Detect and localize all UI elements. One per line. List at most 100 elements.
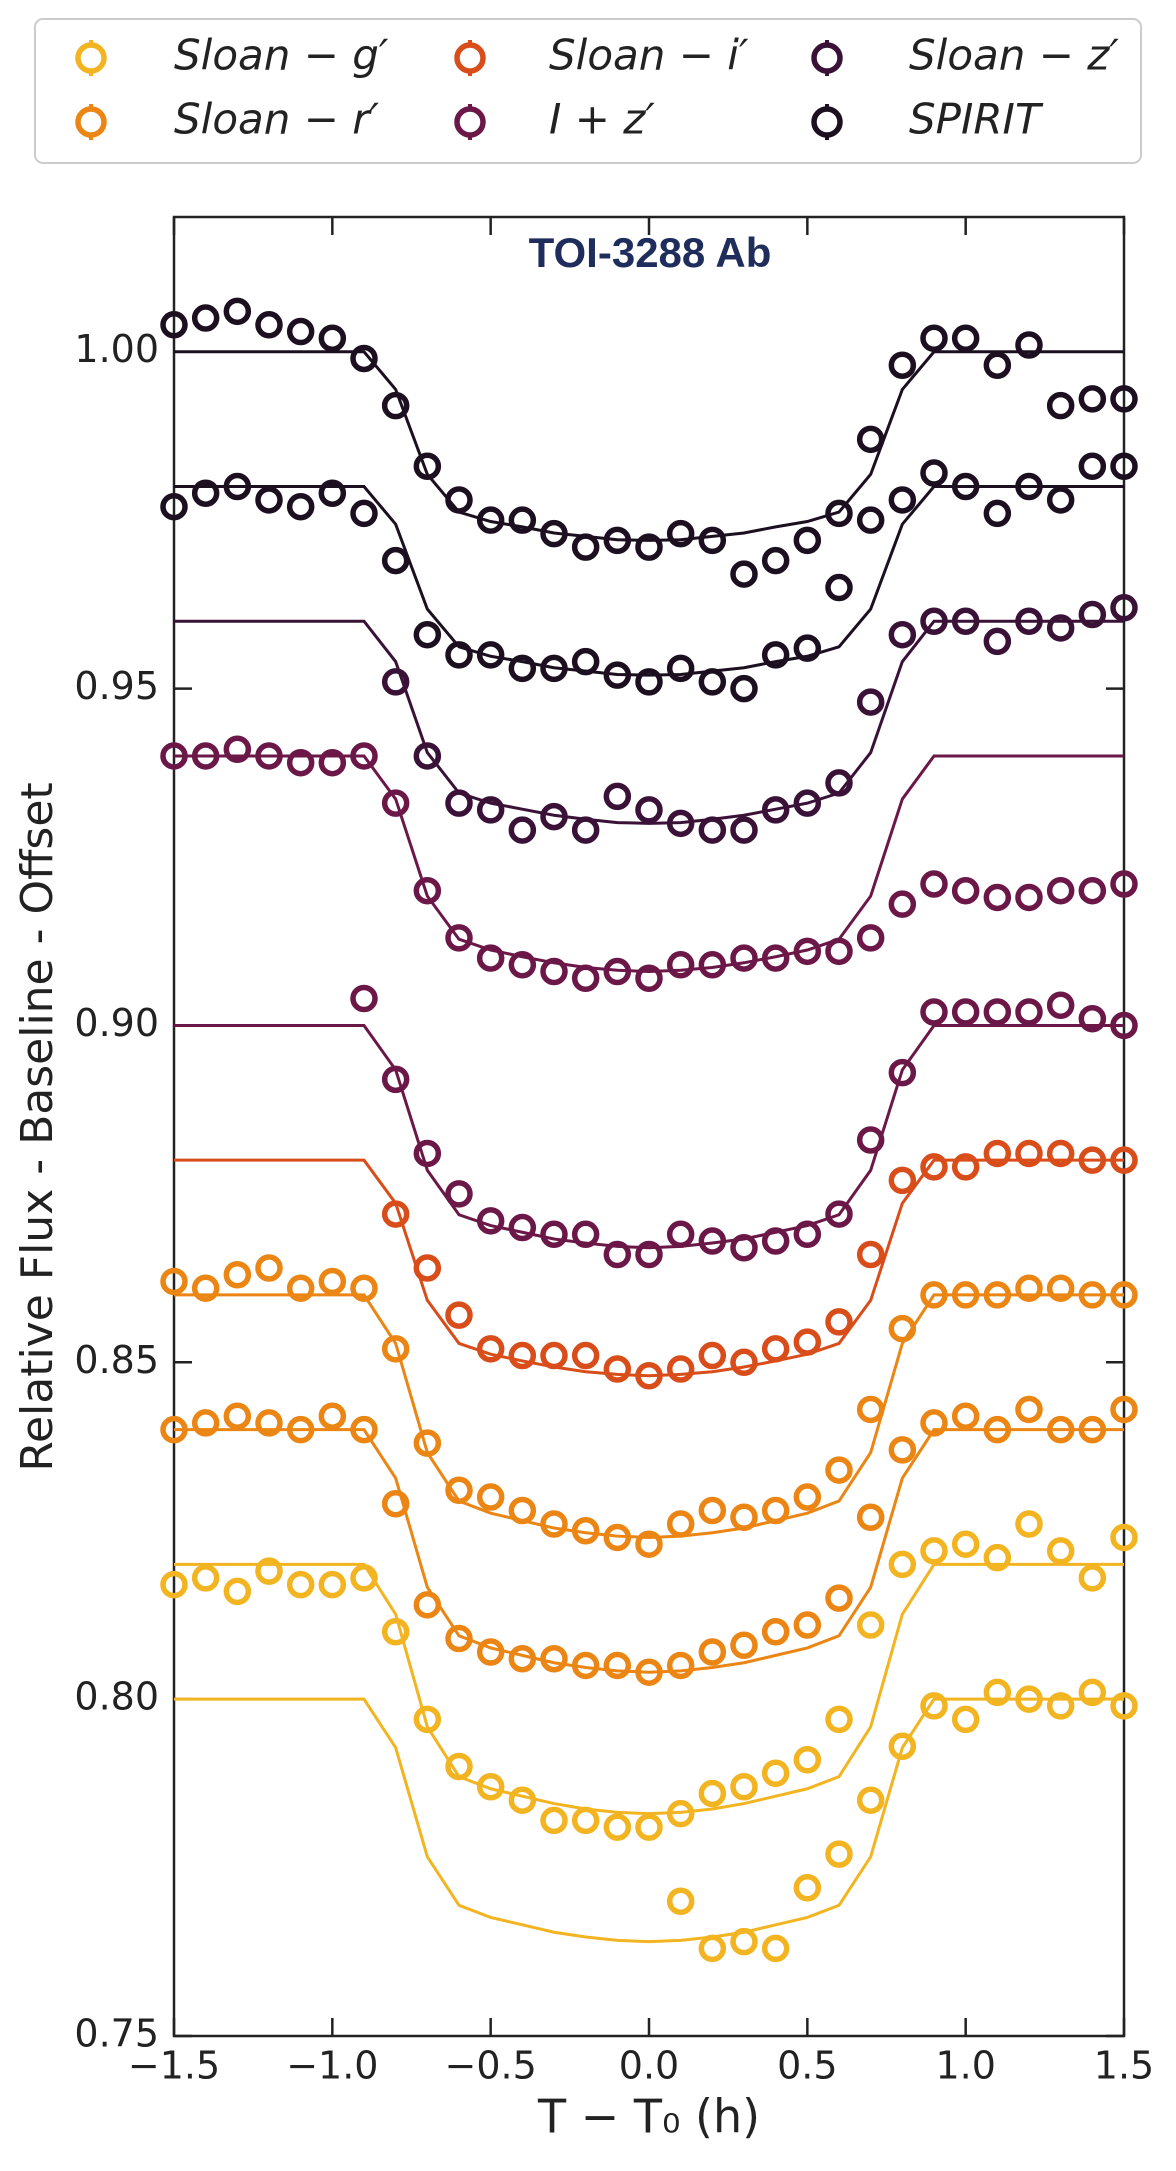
data-point [381,789,410,817]
data-point [318,748,347,777]
model-line [174,484,1124,677]
data-point [888,351,917,379]
legend-label: Sloan − z′ [909,31,1119,80]
data-point [920,459,948,487]
data-point [793,1746,822,1774]
data-point [635,533,663,561]
data-point [698,1496,727,1525]
data-point [888,1436,917,1464]
data-point [825,937,853,966]
data-point [318,1570,347,1599]
data-point [1110,1011,1138,1040]
data-point [318,1267,347,1296]
data-point [856,688,885,716]
data-point [1015,1685,1043,1713]
data-point [888,1058,917,1087]
model-line [174,1428,1124,1674]
data-point [730,560,758,588]
data-point [1110,385,1138,413]
data-point [856,1786,885,1814]
data-point [540,654,568,683]
data-point [413,1591,442,1619]
data-point [888,1550,917,1579]
data-point [1110,1523,1138,1552]
data-point [160,311,188,339]
data-point [856,1395,885,1424]
data-point [1110,452,1138,481]
data-point [983,1139,1012,1168]
data-point [730,1927,758,1956]
data-point [793,937,822,966]
data-point [413,1429,442,1457]
data-point [350,1415,378,1444]
data-point [286,1415,315,1444]
data-point [1046,391,1075,420]
data-point [761,1335,790,1363]
data-point [1078,1004,1107,1033]
data-point [983,1543,1012,1572]
data-point [413,620,442,649]
data-point [856,425,885,454]
data-point [603,1355,632,1383]
data-point [920,870,948,898]
data-point [666,1220,695,1249]
data-point [1015,1510,1043,1538]
data-point [761,1227,790,1255]
data-point [571,1806,600,1835]
data-point [223,1260,252,1289]
data-point [825,1308,853,1336]
data-point [571,1516,600,1545]
data-point [160,1570,188,1599]
data-point [191,742,220,770]
data-point [413,1254,442,1282]
data-point [1015,883,1043,912]
data-point [191,1564,220,1592]
x-tick-label: −0.5 [445,2044,537,2088]
data-point [540,519,568,548]
legend-label: I + z′ [549,95,655,144]
data-point [951,998,980,1026]
data-point [476,944,505,972]
data-point [540,1220,568,1249]
data-point [666,654,695,683]
data-point [603,1651,632,1680]
data-point [730,1348,758,1377]
data-point [666,1887,695,1916]
data-point [761,944,790,972]
data-point [983,499,1012,528]
data-point [508,654,537,683]
data-point [698,951,727,979]
data-point [856,1240,885,1269]
data-point [476,1483,505,1511]
data-point [825,1840,853,1868]
data-point [350,1564,378,1592]
x-tick-label: 1.0 [935,2044,995,2088]
data-point [445,789,473,817]
data-point [350,344,378,373]
legend-label: SPIRIT [909,95,1044,144]
data-point [1078,1564,1107,1592]
data-point [445,1301,473,1329]
data-point [635,964,663,993]
model-line [174,619,1124,825]
data-point [825,1584,853,1612]
data-point [825,1456,853,1484]
data-point [730,944,758,972]
data-point [381,1065,410,1094]
data-point [698,816,727,844]
data-point [761,796,790,824]
data-point [191,1274,220,1302]
model-line [174,1562,1124,1816]
data-point [730,1503,758,1531]
data-point [350,742,378,770]
y-tick-label: 0.90 [74,1001,159,1045]
data-point [635,1658,663,1686]
data-point [571,533,600,561]
data-point [825,499,853,528]
data-point [508,1341,537,1370]
data-point [318,324,347,353]
data-point [1015,1274,1043,1302]
data-point [1110,1395,1138,1424]
data-point [983,1415,1012,1444]
